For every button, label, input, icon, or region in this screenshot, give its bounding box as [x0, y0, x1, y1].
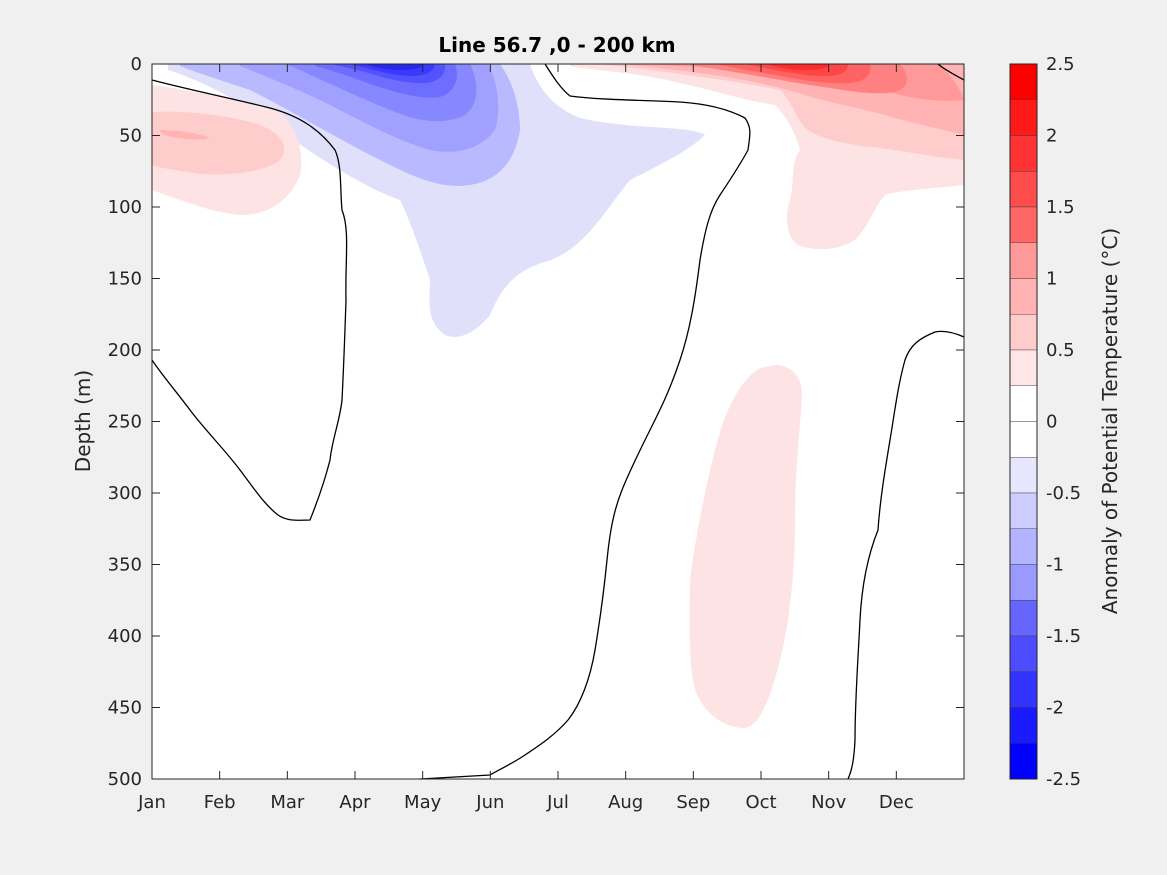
y-tick-label: 500: [108, 769, 142, 790]
y-tick-label: 450: [108, 698, 142, 719]
colorbar-band: [1009, 421, 1038, 458]
x-tick-label: Sep: [676, 792, 710, 813]
colorbar-tick-label: 0.5: [1046, 340, 1075, 361]
x-tick-label: Jun: [475, 792, 504, 813]
colorbar-band: [1009, 564, 1038, 601]
plot-area: 0 50 100 150 200 250 300 350 400 450 500 Jan Feb Mar…: [108, 54, 965, 813]
colorbar-label: Anomaly of Potential Temperature (°C): [1098, 228, 1122, 614]
contour-warm-2_0: [770, 64, 830, 70]
colorbar-tick-label: 0: [1046, 412, 1057, 433]
x-tick-label: May: [404, 792, 442, 813]
colorbar-band: [1009, 707, 1038, 744]
zero-contour-3: [937, 63, 965, 81]
y-axis-title: Depth (m): [71, 370, 95, 472]
colorbar-band: [1009, 242, 1038, 279]
y-axis: 0 50 100 150 200 250 300 350 400 450 500: [108, 54, 964, 790]
x-tick-label: Jan: [137, 792, 166, 813]
x-tick-label: Mar: [270, 792, 305, 813]
colorbar-band: [1009, 63, 1038, 100]
colorbar-band: [1009, 314, 1038, 351]
colorbar-band: [1009, 278, 1038, 315]
x-tick-label: Oct: [745, 792, 776, 813]
x-tick-label: Aug: [608, 792, 643, 813]
colorbar-tick-label: -1.5: [1046, 626, 1081, 647]
y-tick-label: 250: [108, 412, 142, 433]
chart-title: Line 56.7 ,0 - 200 km: [438, 33, 675, 57]
colorbar-tick-label: 2: [1046, 126, 1057, 147]
y-tick-label: 150: [108, 269, 142, 290]
y-tick-label: 100: [108, 197, 142, 218]
colorbar-band: [1009, 600, 1038, 637]
colorbar-tick-label: -0.5: [1046, 483, 1081, 504]
colorbar-band: [1009, 206, 1038, 243]
contour-warm-winter-0_75: [160, 130, 210, 140]
x-axis: Jan Feb Mar Apr May Jun Jul Aug Sep Oct Nov Dec: [137, 64, 914, 813]
colorbar-band: [1009, 743, 1038, 780]
x-tick-label: Feb: [204, 792, 236, 813]
colorbar-tick-label: -1: [1046, 555, 1064, 576]
colorbar-tick-label: 2.5: [1046, 54, 1075, 75]
zero-contour-2: [419, 63, 751, 780]
contour-cold-0_25: [168, 64, 705, 338]
colorbar-tick-label: -2.5: [1046, 769, 1081, 790]
colorbar-band: [1009, 671, 1038, 708]
y-tick-label: 300: [108, 483, 142, 504]
colorbar-band: [1009, 349, 1038, 386]
x-tick-label: Dec: [879, 792, 914, 813]
contour-warm-winter-0_5: [152, 111, 285, 175]
colorbar-tick-label: 1: [1046, 269, 1057, 290]
colorbar-band: [1009, 528, 1038, 565]
colorbar-tick-label: -2: [1046, 698, 1064, 719]
y-tick-label: 400: [108, 626, 142, 647]
x-tick-label: Nov: [811, 792, 846, 813]
colorbar-band: [1009, 492, 1038, 529]
x-tick-label: Jul: [546, 792, 569, 813]
zero-contours: [151, 63, 965, 780]
contour-warm-deep-0_25: [689, 365, 802, 728]
zero-contour-4: [847, 330, 965, 780]
colorbar-tick-label: 1.5: [1046, 197, 1075, 218]
y-tick-label: 50: [119, 126, 142, 147]
colorbar-band: [1009, 99, 1038, 136]
colorbar: 2.5 2 1.5 1 0.5 0 -0.5 -1 -1.5 -2 -2.5: [1009, 54, 1081, 790]
contour-cold-2_0: [368, 64, 425, 70]
y-tick-label: 0: [131, 54, 142, 75]
colorbar-band: [1009, 135, 1038, 172]
colorbar-band: [1009, 457, 1038, 494]
contour-fills: [152, 64, 964, 728]
colorbar-band: [1009, 171, 1038, 208]
colorbar-frame: [1009, 63, 1038, 780]
y-tick-label: 350: [108, 555, 142, 576]
y-tick-label: 200: [108, 340, 142, 361]
colorbar-band: [1009, 385, 1038, 422]
colorbar-band: [1009, 635, 1038, 672]
x-tick-label: Apr: [339, 792, 371, 813]
zero-contour-1: [151, 79, 348, 521]
